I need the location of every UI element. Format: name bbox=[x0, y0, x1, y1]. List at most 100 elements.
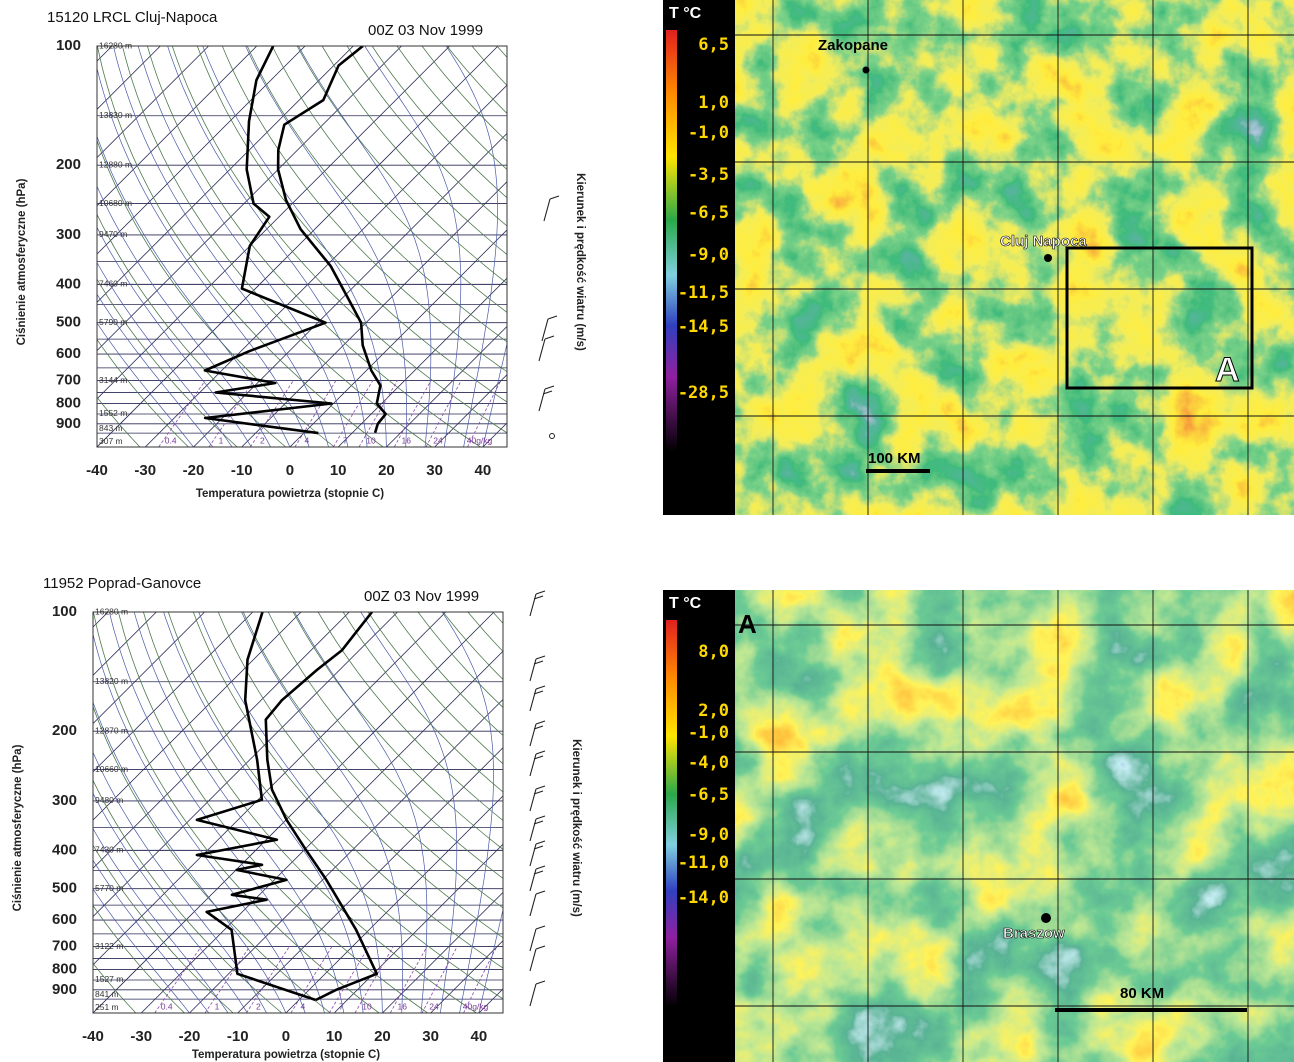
moist-adiabat bbox=[202, 46, 387, 447]
legend-label: -11,0 bbox=[678, 853, 729, 873]
barb-staff bbox=[543, 198, 551, 222]
grid-line bbox=[333, 843, 503, 1013]
legend-title: T °C bbox=[669, 5, 702, 22]
legend-label: -1,0 bbox=[688, 723, 729, 743]
height-label: 251 m bbox=[95, 1002, 119, 1012]
grid-line bbox=[93, 612, 495, 1013]
height-label: 5770 m bbox=[95, 883, 123, 893]
wind-barb bbox=[529, 655, 546, 682]
moist-adiabat bbox=[445, 46, 498, 447]
x-tick-label: -40 bbox=[86, 462, 108, 479]
barb-staff bbox=[529, 788, 537, 812]
height-label: 12870 m bbox=[95, 725, 128, 735]
grid-line bbox=[434, 374, 507, 447]
y-tick-label: 400 bbox=[52, 841, 77, 858]
moist-adiabat bbox=[97, 66, 310, 447]
mixing-ratio-line bbox=[204, 945, 251, 1013]
barb-staff bbox=[541, 318, 549, 342]
dry-adiabat bbox=[147, 46, 481, 447]
dry-adiabat bbox=[321, 46, 507, 256]
wind-barb bbox=[529, 785, 546, 812]
dry-adiabat bbox=[217, 612, 503, 939]
legend-label: 6,5 bbox=[698, 35, 729, 55]
mixing-ratio-line bbox=[425, 380, 462, 447]
y-tick-label: 800 bbox=[56, 395, 81, 412]
y-tick-label: 900 bbox=[52, 981, 77, 998]
mixing-ratio-label: 2 bbox=[260, 435, 265, 445]
wind-barb bbox=[529, 815, 546, 842]
dry-adiabat bbox=[93, 705, 331, 1013]
wind-barb bbox=[529, 720, 546, 747]
x-tick-label: 30 bbox=[422, 1028, 439, 1045]
mixing-ratio-line bbox=[328, 945, 370, 1013]
dry-adiabat bbox=[93, 844, 234, 1013]
legend-label: -9,0 bbox=[688, 825, 729, 845]
isotherm bbox=[97, 46, 258, 207]
y2-axis-label: Kierunek i prędkość wiatru (m/s) bbox=[570, 739, 582, 917]
x-tick-label: -20 bbox=[183, 462, 205, 479]
dry-adiabat bbox=[221, 46, 507, 373]
legend-label: -4,0 bbox=[688, 753, 729, 773]
height-label: 843 m bbox=[99, 423, 123, 433]
mixing-ratio-line bbox=[246, 945, 290, 1013]
y-tick-label: 200 bbox=[56, 156, 81, 173]
color-bar bbox=[666, 30, 677, 453]
x-tick-label: 20 bbox=[378, 462, 395, 479]
dry-adiabat bbox=[317, 612, 503, 822]
height-label: 3122 m bbox=[95, 941, 123, 951]
barb-staff bbox=[529, 753, 537, 777]
barb-staff bbox=[529, 658, 537, 682]
scale-label: 100 KM bbox=[868, 450, 921, 467]
sounding-line bbox=[276, 46, 387, 434]
mixing-ratio-line bbox=[154, 945, 202, 1013]
moist-adiabat bbox=[97, 185, 271, 447]
moist-adiabat bbox=[241, 612, 403, 1013]
dry-adiabat bbox=[93, 779, 283, 1013]
place-label: Braszow bbox=[1003, 925, 1065, 942]
grid-line bbox=[382, 891, 503, 1013]
barb-flag bbox=[544, 385, 555, 390]
dry-adiabat bbox=[392, 612, 503, 737]
isotherm bbox=[97, 46, 306, 255]
grid-line bbox=[189, 698, 503, 1013]
barb-staff bbox=[529, 818, 537, 842]
wind-barb bbox=[529, 980, 546, 1007]
mixing-ratio-line bbox=[467, 380, 502, 447]
mixing-ratio-label: 1 bbox=[215, 1001, 220, 1011]
moist-adiabat bbox=[113, 46, 329, 447]
isotherm bbox=[93, 612, 205, 725]
moist-adiabat bbox=[97, 135, 291, 447]
mixing-ratio-line bbox=[208, 379, 255, 447]
height-label: 16280 m bbox=[95, 606, 128, 616]
place-label: Zakopane bbox=[818, 37, 888, 54]
mixing-ratio-label: 24 bbox=[433, 435, 443, 445]
map-image bbox=[663, 590, 1294, 1062]
mixing-ratio-label: 16 bbox=[398, 1001, 408, 1011]
dry-adiabat bbox=[97, 338, 189, 447]
barb-staff bbox=[529, 928, 537, 952]
wind-barb bbox=[529, 945, 546, 972]
barb-staff bbox=[529, 688, 537, 712]
legend-label: -6,5 bbox=[688, 203, 729, 223]
moist-adiabat bbox=[360, 612, 458, 1013]
mixing-ratio-line bbox=[421, 946, 458, 1013]
height-label: 841 m bbox=[95, 989, 119, 999]
sounding-line bbox=[203, 46, 333, 435]
y-tick-label: 100 bbox=[56, 37, 81, 54]
grid-line bbox=[144, 84, 507, 447]
barb-staff bbox=[529, 983, 537, 1007]
box-label: A bbox=[1215, 351, 1240, 389]
wind-barb bbox=[529, 925, 546, 952]
moist-adiabat bbox=[294, 612, 428, 1013]
moist-adiabat bbox=[478, 908, 503, 1013]
moist-adiabat bbox=[137, 46, 349, 447]
y-tick-label: 200 bbox=[52, 722, 77, 739]
wind-barb bbox=[529, 750, 546, 777]
x-tick-label: 0 bbox=[286, 462, 294, 479]
map-image bbox=[663, 0, 1294, 515]
barb-staff bbox=[529, 843, 537, 867]
y-tick-label: 700 bbox=[56, 372, 81, 389]
moist-adiabat bbox=[167, 46, 368, 447]
height-label: 12880 m bbox=[99, 159, 132, 169]
